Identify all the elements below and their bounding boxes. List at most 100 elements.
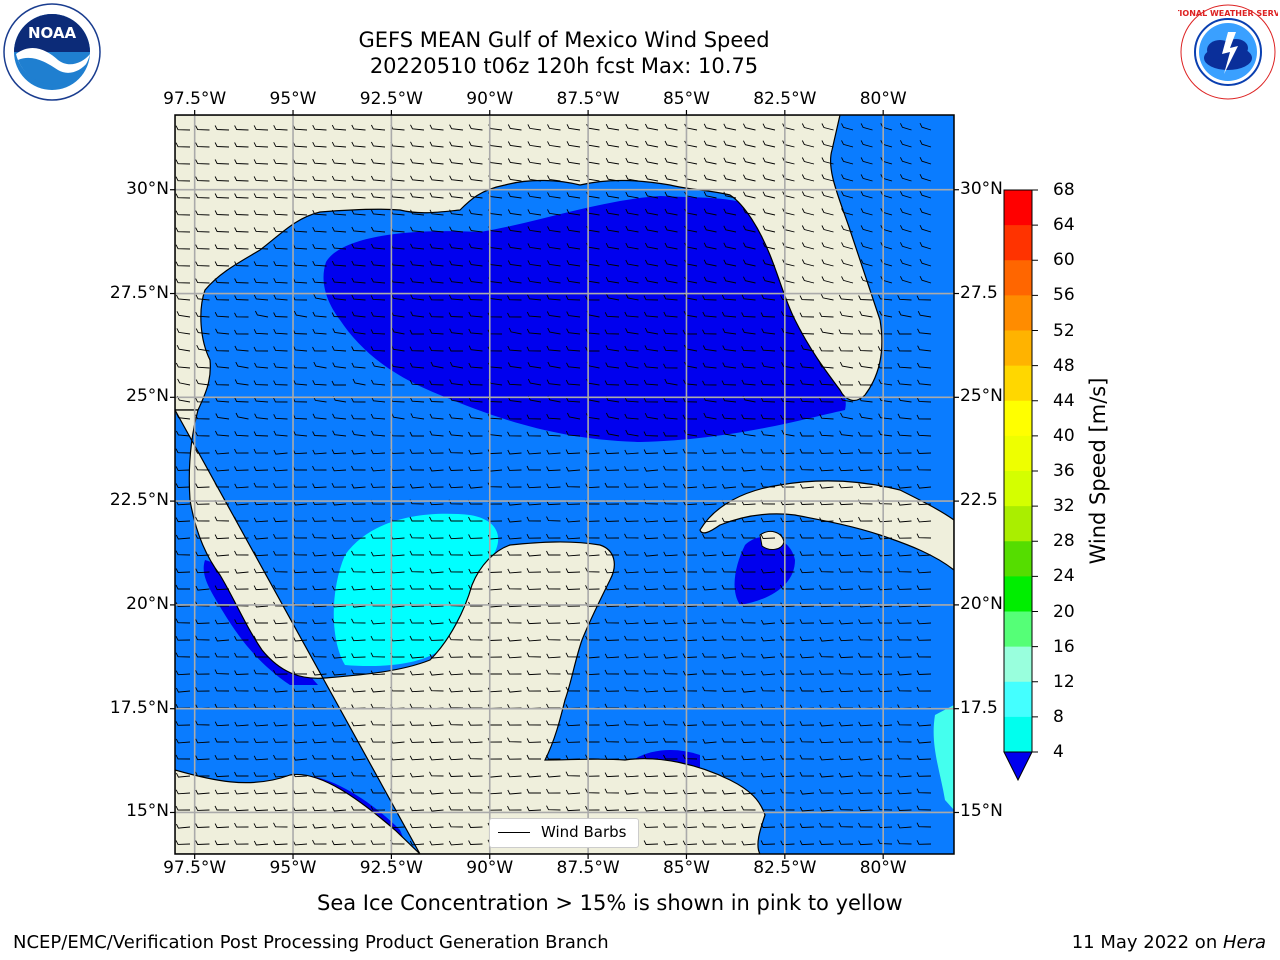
- wind-barb: [741, 294, 756, 301]
- wind-barb: [760, 482, 776, 488]
- wind-barb: [741, 602, 756, 607]
- wind-barb: [429, 568, 444, 574]
- lon-tick-label-top: 82.5°W: [753, 89, 817, 109]
- wind-barb: [273, 806, 288, 812]
- wind-barb: [663, 517, 678, 523]
- wind-barb: [429, 397, 444, 403]
- wind-barb: [468, 584, 483, 590]
- wind-barb: [234, 568, 249, 574]
- wind-barb: [175, 823, 191, 829]
- wind-barb: [663, 772, 678, 777]
- lon-tick-label-top: 95°W: [269, 89, 317, 109]
- wind-barb: [507, 295, 522, 301]
- wind-barb: [663, 720, 678, 726]
- wind-barb: [175, 772, 191, 778]
- wind-barb: [253, 686, 269, 692]
- wind-barb: [821, 157, 834, 165]
- wind-barb: [292, 192, 308, 199]
- footer-left: NCEP/EMC/Verification Post Processing Pr…: [13, 932, 609, 953]
- wind-barb: [429, 226, 444, 233]
- wind-barb: [331, 585, 347, 591]
- wind-barb: [331, 772, 347, 778]
- wind-barb: [527, 209, 542, 216]
- wind-barb: [917, 328, 932, 335]
- wind-barb: [916, 840, 932, 845]
- wind-barb: [604, 329, 620, 335]
- wind-barb: [507, 534, 522, 540]
- wind-barb: [760, 653, 776, 659]
- wind-barb: [702, 483, 717, 489]
- wind-barb: [916, 755, 932, 760]
- wind-barb: [215, 413, 230, 420]
- wind-barb: [897, 500, 912, 506]
- wind-barb: [741, 551, 756, 556]
- wind-barb: [565, 396, 581, 403]
- wind-barb: [702, 567, 717, 573]
- footer-host: Hera: [1222, 932, 1266, 953]
- wind-barb: [703, 412, 717, 420]
- wind-barb: [409, 483, 425, 489]
- wind-barb: [468, 738, 483, 744]
- wind-barb: [547, 226, 561, 233]
- wind-barb: [254, 413, 269, 420]
- wind-barb: [312, 277, 327, 284]
- wind-barb: [897, 772, 912, 778]
- wind-barb: [897, 806, 912, 811]
- wind-barb: [429, 124, 444, 131]
- wind-barb: [741, 567, 756, 573]
- wind-barb: [292, 789, 308, 795]
- wind-barb: [331, 449, 347, 455]
- wind-barb: [410, 192, 425, 199]
- wind-barb: [468, 687, 483, 693]
- wind-barb: [331, 345, 347, 352]
- wind-barb: [643, 449, 659, 454]
- wind-barb: [331, 686, 347, 692]
- wind-barb: [799, 754, 815, 760]
- wind-barb: [507, 653, 522, 659]
- wind-barb: [546, 431, 561, 437]
- wind-barb: [838, 619, 854, 625]
- wind-barb: [409, 618, 425, 624]
- wind-barb: [331, 141, 347, 148]
- wind-barb: [312, 311, 327, 318]
- wind-barb: [351, 721, 366, 727]
- wind-barb: [877, 517, 893, 523]
- wind-barb: [429, 260, 444, 267]
- wind-barb: [741, 414, 756, 420]
- wind-barb: [448, 567, 464, 573]
- wind-barb: [702, 380, 717, 386]
- wind-barb: [760, 345, 776, 352]
- wind-barb: [234, 329, 249, 335]
- wind-barb: [664, 225, 678, 233]
- wind-barb: [273, 721, 288, 727]
- wind-barb: [468, 516, 483, 522]
- wind-barb: [195, 431, 210, 437]
- wind-barb: [195, 771, 210, 777]
- wind-barb: [175, 738, 191, 744]
- wind-barb: [448, 294, 464, 301]
- wind-barb: [721, 413, 737, 420]
- wind-barb: [702, 771, 717, 777]
- wind-barb: [448, 448, 464, 454]
- wind-barb: [741, 430, 756, 437]
- wind-barb: [682, 754, 698, 760]
- wind-barb: [175, 652, 191, 658]
- wind-barb: [741, 805, 756, 811]
- wind-barb: [527, 226, 542, 233]
- colorbar-swatch: [1004, 435, 1032, 472]
- wind-barb: [526, 670, 542, 676]
- wind-barb: [682, 466, 698, 471]
- wind-barb: [507, 243, 522, 250]
- wind-barb: [391, 327, 405, 335]
- wind-barb: [507, 805, 522, 811]
- wind-barb: [429, 755, 444, 761]
- wind-barb: [703, 191, 717, 199]
- wind-barb: [860, 123, 873, 131]
- wind-barb: [682, 397, 698, 403]
- wind-barb: [702, 362, 717, 369]
- wind-barb: [370, 619, 386, 625]
- wind-barb: [741, 789, 756, 795]
- wind-barb: [604, 568, 620, 574]
- wind-barb: [253, 142, 269, 148]
- wind-barb: [273, 822, 288, 828]
